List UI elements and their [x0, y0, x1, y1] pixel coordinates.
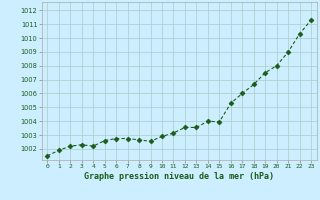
X-axis label: Graphe pression niveau de la mer (hPa): Graphe pression niveau de la mer (hPa)	[84, 172, 274, 181]
